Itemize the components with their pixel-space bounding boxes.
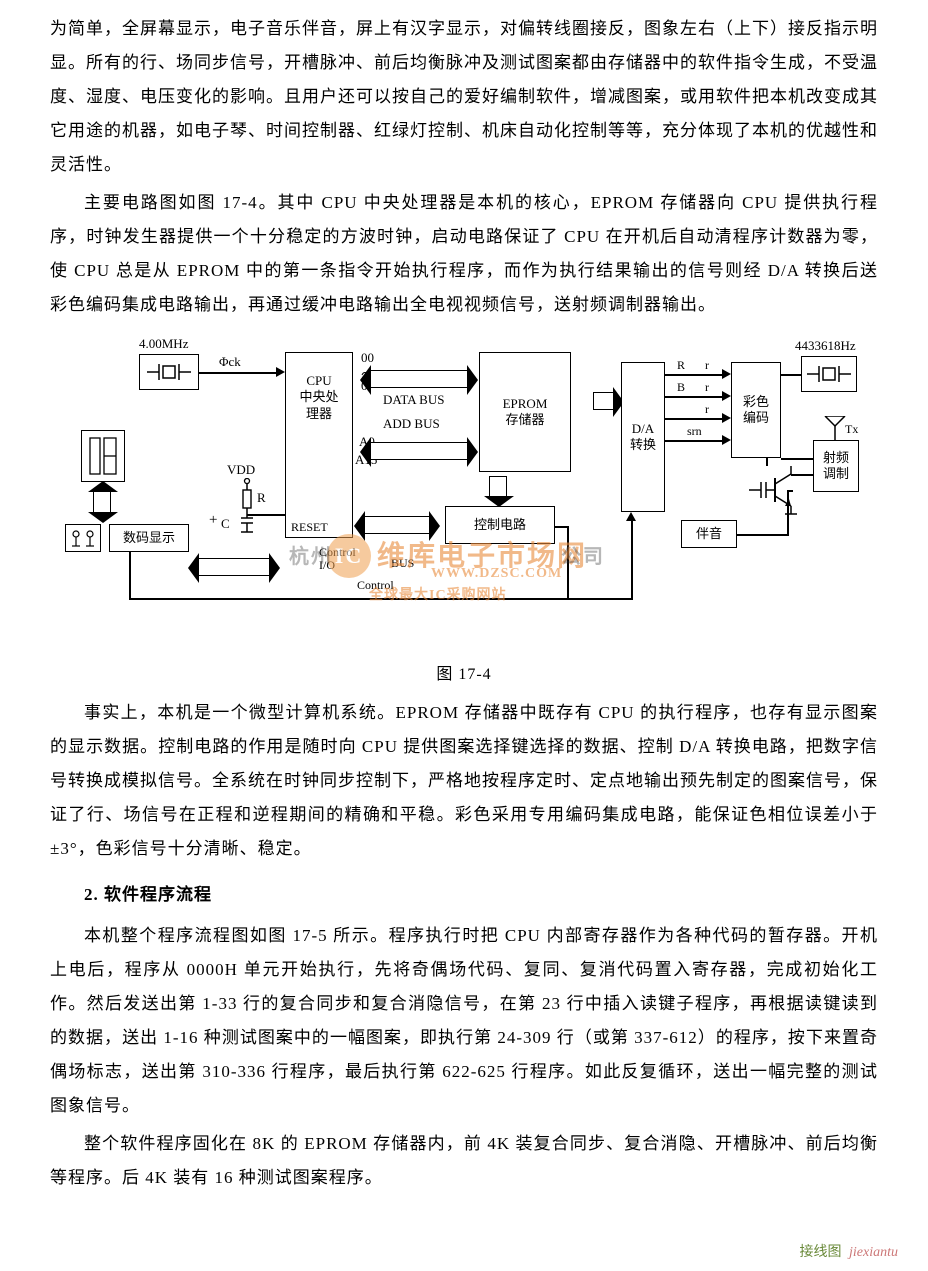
cpu-box: CPU 中央处 理器: [285, 352, 353, 538]
color-line1: 彩色: [743, 394, 769, 410]
data-bus-label: DATA BUS: [383, 392, 444, 408]
freq-right-label: 4433618Hz: [795, 338, 856, 354]
rf-box: 射频 调制: [813, 440, 859, 492]
paragraph-3: 事实上，本机是一个微型计算机系统。EPROM 存储器中既存有 CPU 的执行程序…: [50, 696, 878, 866]
da-box: D/A 转换: [621, 362, 665, 512]
crystal-right-box: [801, 356, 857, 392]
da-line1: D/A: [632, 421, 654, 437]
footer-url: jiexiantu: [849, 1245, 898, 1260]
block-diagram: 4.00MHz Φck CPU 中央处 理器 00 ～ 07 DATA BUS: [69, 334, 859, 654]
c-comp-label: C: [221, 516, 230, 532]
ctrl-circuit-label: 控制电路: [474, 517, 526, 533]
rf-line1: 射频: [823, 450, 849, 466]
seven-seg-box: [81, 430, 125, 482]
reset-label: RESET: [291, 520, 328, 535]
vdd-label: VDD: [227, 462, 255, 478]
sig-R: R: [677, 358, 685, 373]
add-bus-label: ADD BUS: [383, 416, 440, 432]
sig-r2: r: [705, 358, 709, 373]
watermark-sub1: WWW.DZSC.COM: [431, 566, 562, 582]
plus-sign: +: [209, 512, 217, 529]
phi-ck-label: Φck: [219, 354, 241, 370]
ctrl-io-label: ControlI/O: [319, 546, 356, 572]
footer-watermark: 接线图 jiexiantu: [800, 1241, 899, 1261]
cpu-line3: 理器: [306, 406, 332, 422]
ctrl-circuit-box: 控制电路: [445, 506, 555, 544]
crystal-left-box: [139, 354, 199, 390]
freq-left-label: 4.00MHz: [139, 336, 188, 352]
eprom-line1: EPROM: [503, 396, 548, 412]
banyin-box: 伴音: [681, 520, 737, 548]
keypad-box: [65, 524, 101, 552]
control-label: Control: [357, 578, 394, 593]
paragraph-2: 主要电路图如图 17-4。其中 CPU 中央处理器是本机的核心，EPROM 存储…: [50, 186, 878, 322]
tx-label: Tx: [845, 422, 858, 437]
r-comp-label: R: [257, 490, 266, 506]
footer-label: 接线图: [800, 1245, 842, 1260]
bus-label: BUS: [391, 556, 414, 571]
digit-display-label: 数码显示: [123, 530, 175, 546]
paragraph-1: 为简单，全屏幕显示，电子音乐伴音，屏上有汉字显示，对偏转线圈接反，图象左右（上下…: [50, 12, 878, 182]
color-line2: 编码: [743, 410, 769, 426]
paragraph-5: 整个软件程序固化在 8K 的 EPROM 存储器内，前 4K 装复合同步、复合消…: [50, 1127, 878, 1195]
eprom-box: EPROM 存储器: [479, 352, 571, 472]
rf-line2: 调制: [823, 466, 849, 482]
paragraph-4: 本机整个程序流程图如图 17-5 所示。程序执行时把 CPU 内部寄存器作为各种…: [50, 919, 878, 1123]
color-enc-box: 彩色 编码: [731, 362, 781, 458]
da-line2: 转换: [630, 437, 656, 453]
digit-display-box: 数码显示: [109, 524, 189, 552]
cpu-line1: CPU: [306, 373, 331, 389]
sig-B: B: [677, 380, 685, 395]
sig-r4: r: [705, 402, 709, 417]
figure-caption: 图 17-4: [69, 660, 859, 684]
sig-r3: r: [705, 380, 709, 395]
figure-17-4: 4.00MHz Φck CPU 中央处 理器 00 ～ 07 DATA BUS: [69, 334, 859, 684]
cpu-line2: 中央处: [299, 389, 338, 405]
banyin-label: 伴音: [696, 526, 722, 542]
eprom-line2: 存储器: [505, 412, 544, 428]
section-heading-2: 2. 软件程序流程: [50, 880, 878, 905]
sig-srn: srn: [687, 424, 702, 439]
